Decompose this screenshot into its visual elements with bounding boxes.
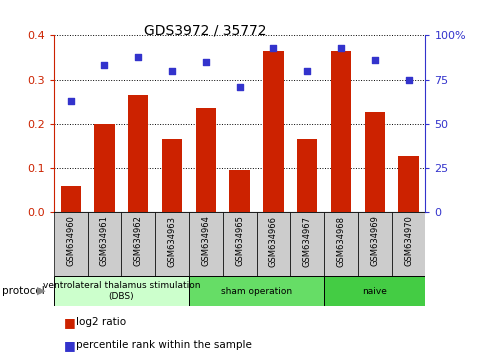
- Point: [404, 77, 411, 82]
- Text: GSM634969: GSM634969: [369, 216, 379, 267]
- Bar: [256, 212, 290, 276]
- Point: [101, 63, 108, 68]
- Bar: [121, 212, 155, 276]
- Bar: [94, 124, 114, 212]
- Bar: [364, 112, 384, 212]
- Point: [168, 68, 176, 74]
- Text: naive: naive: [362, 287, 386, 296]
- Bar: [330, 51, 350, 212]
- Text: GSM634967: GSM634967: [302, 216, 311, 267]
- Bar: [61, 186, 81, 212]
- Point: [370, 57, 378, 63]
- Text: ■: ■: [63, 339, 75, 352]
- Bar: [188, 276, 324, 306]
- Text: sham operation: sham operation: [221, 287, 291, 296]
- Bar: [195, 108, 216, 212]
- Bar: [357, 212, 391, 276]
- Text: GSM634961: GSM634961: [100, 216, 109, 267]
- Bar: [54, 212, 87, 276]
- Point: [303, 68, 310, 74]
- Bar: [324, 276, 425, 306]
- Text: protocol: protocol: [2, 286, 45, 296]
- Text: log2 ratio: log2 ratio: [76, 317, 126, 327]
- Bar: [162, 139, 182, 212]
- Text: GSM634968: GSM634968: [336, 216, 345, 267]
- Text: GSM634964: GSM634964: [201, 216, 210, 267]
- Text: GDS3972 / 35772: GDS3972 / 35772: [144, 23, 266, 37]
- Text: GSM634962: GSM634962: [134, 216, 142, 267]
- Bar: [222, 212, 256, 276]
- Bar: [188, 212, 222, 276]
- Text: GSM634960: GSM634960: [66, 216, 75, 267]
- Bar: [229, 170, 249, 212]
- Bar: [296, 139, 317, 212]
- Bar: [155, 212, 188, 276]
- Point: [67, 98, 75, 104]
- Point: [269, 45, 277, 51]
- Point: [134, 54, 142, 59]
- Bar: [54, 276, 188, 306]
- Text: percentile rank within the sample: percentile rank within the sample: [76, 340, 251, 350]
- Bar: [87, 212, 121, 276]
- Text: ▶: ▶: [37, 286, 45, 296]
- Bar: [391, 212, 425, 276]
- Bar: [324, 212, 357, 276]
- Text: ■: ■: [63, 316, 75, 329]
- Text: GSM634963: GSM634963: [167, 216, 176, 267]
- Point: [336, 45, 344, 51]
- Text: GSM634966: GSM634966: [268, 216, 277, 267]
- Point: [202, 59, 209, 65]
- Bar: [398, 156, 418, 212]
- Text: ventrolateral thalamus stimulation
(DBS): ventrolateral thalamus stimulation (DBS): [42, 281, 200, 301]
- Point: [235, 84, 243, 90]
- Bar: [290, 212, 324, 276]
- Bar: [128, 95, 148, 212]
- Bar: [263, 51, 283, 212]
- Text: GSM634970: GSM634970: [403, 216, 412, 267]
- Text: GSM634965: GSM634965: [235, 216, 244, 267]
